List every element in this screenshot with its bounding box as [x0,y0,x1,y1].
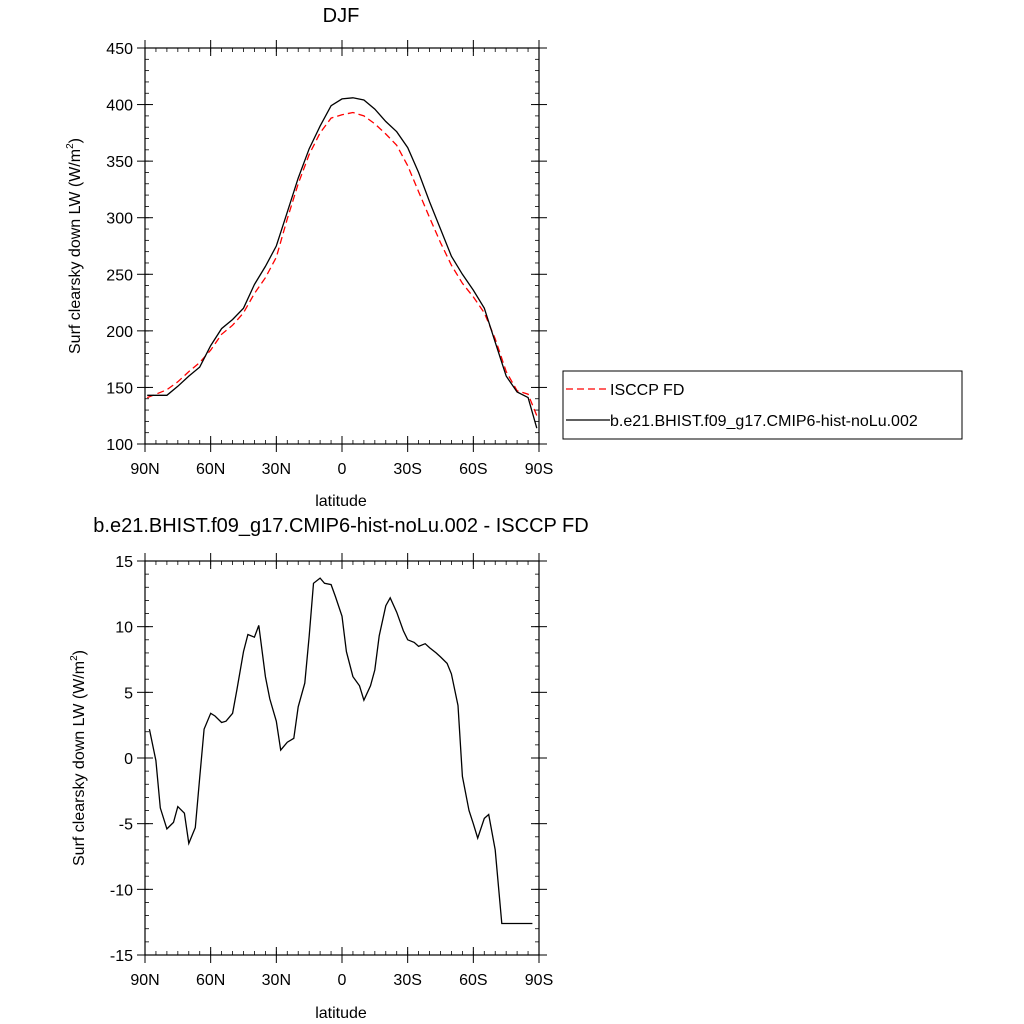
x-tick-label: 30N [262,972,291,989]
x-tick-label: 30S [393,461,421,478]
x-tick-label: 90S [525,972,553,989]
x-tick-label: 90N [130,461,159,478]
x-tick-label: 30S [393,972,421,989]
series-line-1 [148,577,533,925]
y-tick-label: 250 [106,267,133,284]
ticks: 100 150 200 250 300 350 400 450 90N 60N 30N 0 30S 60S… [106,40,553,478]
x-axis-label: latitude [315,1005,367,1022]
chart-djf: DJF 100 150 200 250 300 350 400 450 90N 60N 30N 0 30… [65,5,553,510]
y-tick-label: 300 [106,211,133,228]
series-layer [148,577,533,925]
y-tick-label: 15 [115,554,133,571]
y-axis-label: Surf clearsky down LW (W/m2) [65,138,84,354]
x-tick-label: 60S [459,972,487,989]
y-tick-label: 150 [106,380,133,397]
y-tick-label: 350 [106,154,133,171]
plot-frame [144,47,540,445]
ticks: -15 -10 -5 0 5 10 15 90N 60N 30N 0 30S 60S 90S [110,553,553,989]
chart-title: b.e21.BHIST.f09_g17.CMIP6-hist-noLu.002 … [93,515,588,537]
legend: ISCCP FD b.e21.BHIST.f09_g17.CMIP6-hist-… [562,370,963,440]
legend-box [562,370,963,440]
series-layer [146,97,538,429]
x-tick-label: 60S [459,461,487,478]
x-tick-label: 90N [130,972,159,989]
chart-difference: b.e21.BHIST.f09_g17.CMIP6-hist-noLu.002 … [69,515,589,1022]
x-tick-label: 60N [196,972,225,989]
y-tick-label: 100 [106,437,133,454]
y-tick-label: 450 [106,41,133,58]
x-tick-label: 0 [338,461,347,478]
series-line-1 [146,111,538,416]
x-tick-label: 0 [338,972,347,989]
x-tick-label: 60N [196,461,225,478]
chart-title: DJF [323,5,360,27]
x-tick-label: 30N [262,461,291,478]
y-tick-label: -15 [110,948,133,965]
series-line-2 [147,97,538,429]
y-axis-label: Surf clearsky down LW (W/m2) [69,650,88,866]
y-tick-label: 0 [124,751,133,768]
y-tick-label: -5 [119,817,133,834]
legend-label-model: b.e21.BHIST.f09_g17.CMIP6-hist-noLu.002 [610,413,918,430]
y-tick-label: 5 [124,685,133,702]
y-tick-label: -10 [110,882,133,899]
axes [144,47,540,445]
y-tick-label: 10 [115,620,133,637]
y-tick-label: 400 [106,98,133,115]
x-axis-label: latitude [315,493,367,510]
x-tick-label: 90S [525,461,553,478]
y-tick-label: 200 [106,324,133,341]
legend-label-isccp: ISCCP FD [610,382,684,399]
